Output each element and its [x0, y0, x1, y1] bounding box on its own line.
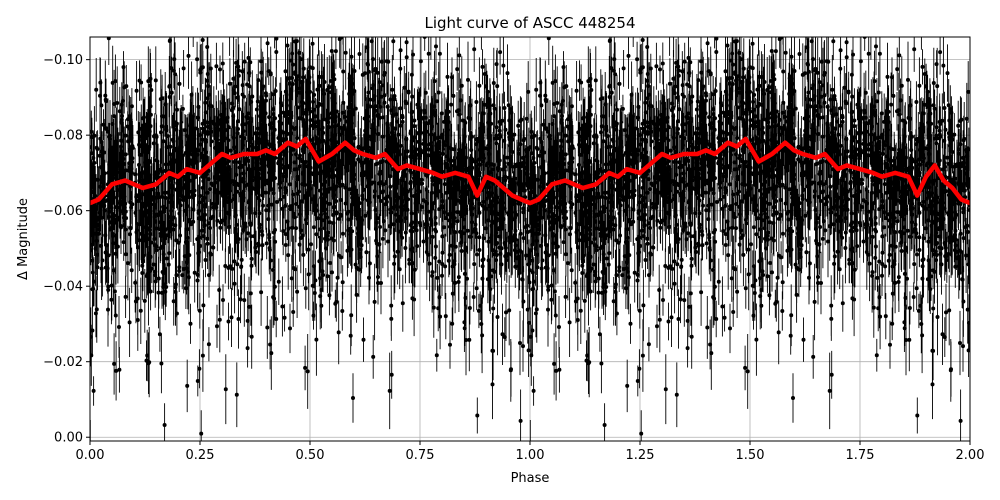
- x-tick-label: 0.25: [186, 448, 215, 463]
- y-tick-label: 0.00: [54, 431, 83, 446]
- x-tick-label: 1.25: [626, 448, 655, 463]
- x-tick-label: 1.75: [846, 448, 875, 463]
- y-axis-label: Δ Magnitude: [16, 198, 31, 280]
- x-tick-label: 0.00: [76, 448, 105, 463]
- x-tick-label: 1.50: [736, 448, 765, 463]
- observation-points: [90, 37, 970, 441]
- y-tick-label: −0.10: [43, 53, 83, 68]
- x-axis-label: Phase: [511, 471, 550, 486]
- y-tick-label: −0.02: [43, 355, 83, 370]
- x-tick-label: 2.00: [956, 448, 985, 463]
- x-tick-label: 1.00: [516, 448, 545, 463]
- x-tick-label: 0.50: [296, 448, 325, 463]
- y-axis: 0.00 −0.02 −0.04 −0.06 −0.08 −0.10: [43, 53, 90, 446]
- y-tick-label: −0.04: [43, 280, 83, 295]
- data-points: [90, 37, 970, 436]
- model-curve-layer: [90, 136, 970, 206]
- y-tick-label: −0.08: [43, 129, 83, 144]
- model-line: [90, 136, 970, 206]
- x-axis: 0.00 0.25 0.50 0.75 1.00 1.25 1.50 1.75 2.00: [76, 441, 985, 463]
- y-tick-label: −0.06: [43, 204, 83, 219]
- x-tick-label: 0.75: [406, 448, 435, 463]
- chart-title: Light curve of ASCC 448254: [425, 14, 636, 32]
